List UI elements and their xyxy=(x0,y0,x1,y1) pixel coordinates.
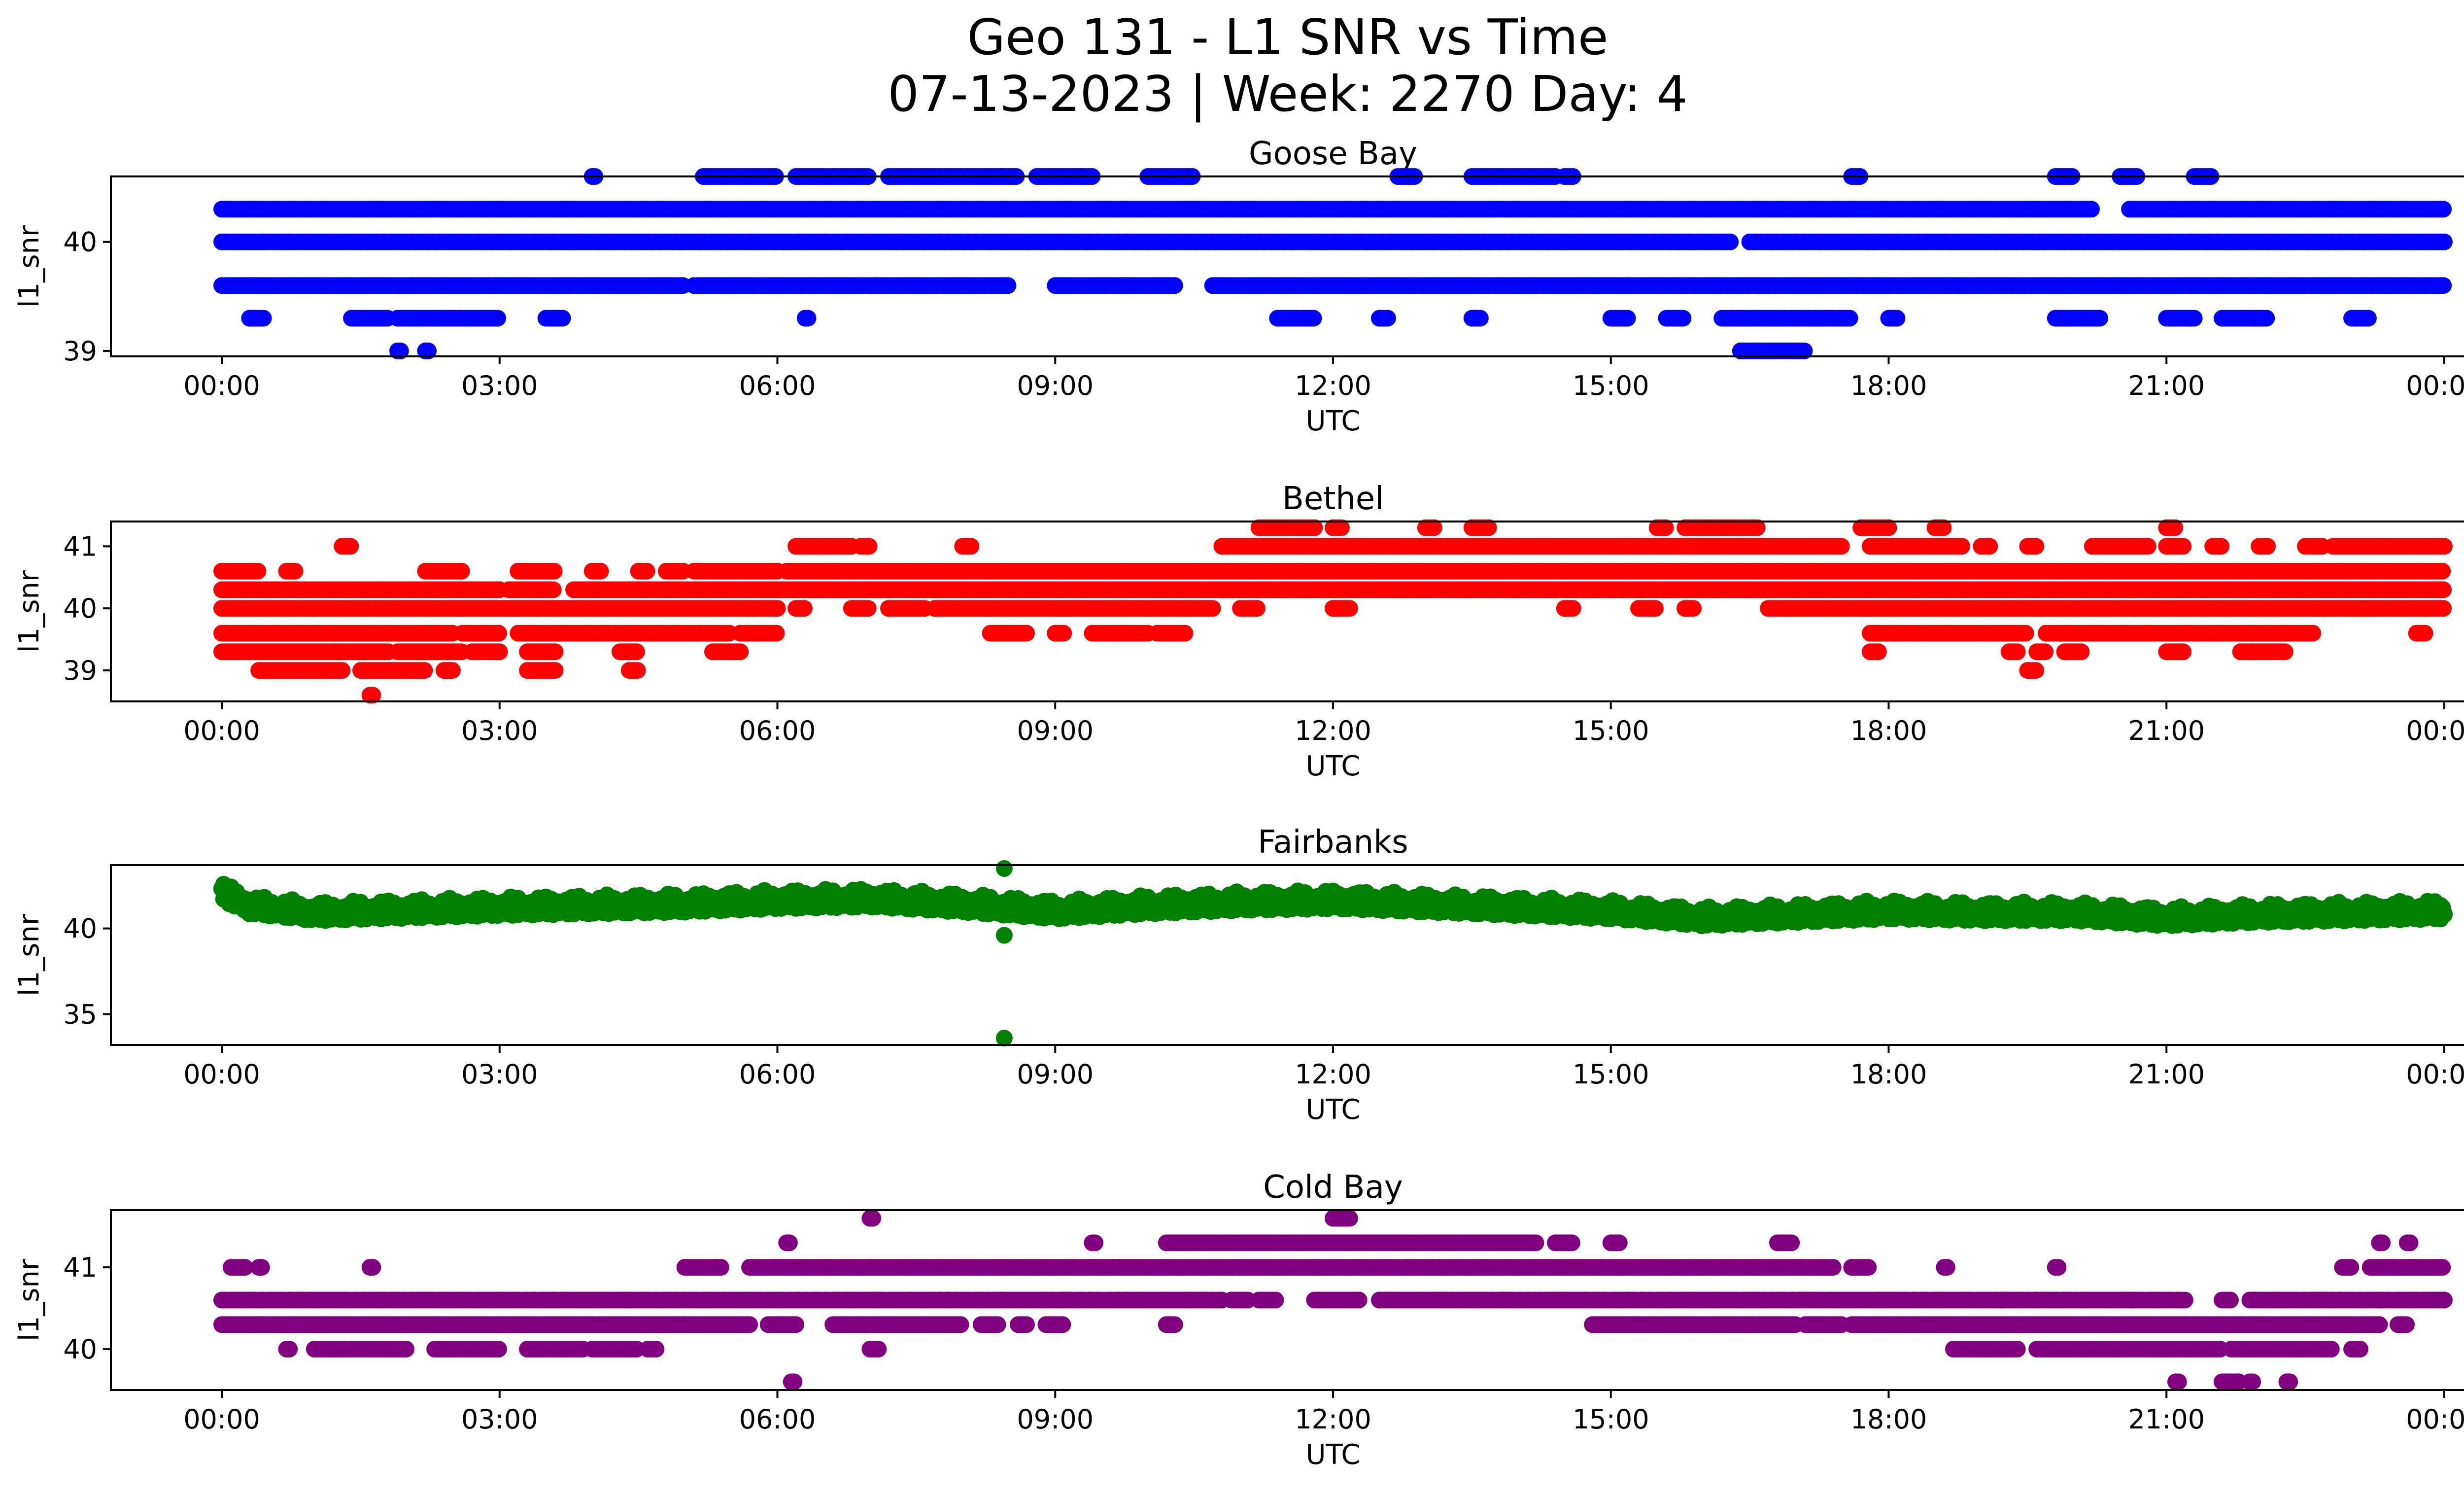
data-point xyxy=(1981,538,1998,555)
data-points xyxy=(213,519,2453,704)
x-tick-label: 03:00 xyxy=(461,370,538,401)
data-point xyxy=(638,562,655,580)
data-point xyxy=(1379,310,1396,327)
data-point xyxy=(342,538,359,555)
subplot-title: Bethel xyxy=(1282,481,1384,517)
y-tick-label: 39 xyxy=(63,336,97,367)
data-point xyxy=(2175,538,2192,555)
data-point xyxy=(1722,233,1739,250)
x-tick-label: 09:00 xyxy=(1017,370,1094,401)
data-point xyxy=(554,310,571,327)
subplot-title: Goose Bay xyxy=(1249,136,1417,172)
x-tick-label: 06:00 xyxy=(739,370,816,401)
data-point xyxy=(2435,581,2452,598)
x-tick-label: 00:00 xyxy=(2406,370,2464,401)
subplot-goose-bay: Goose Bay 39 40 00:00 03:00 06:00 09:00 12:00 15… xyxy=(13,136,2464,437)
data-point xyxy=(2434,562,2451,580)
data-point xyxy=(1833,538,1850,555)
data-point xyxy=(2259,538,2276,555)
data-point xyxy=(2091,310,2108,327)
data-point xyxy=(1675,310,1692,327)
x-tick-label: 00:00 xyxy=(183,370,260,401)
data-point xyxy=(489,310,506,327)
data-point xyxy=(2436,233,2453,250)
data-point xyxy=(1841,310,1858,327)
data-point xyxy=(796,600,813,617)
data-points xyxy=(213,168,2453,359)
data-point xyxy=(2186,310,2203,327)
data-point xyxy=(255,310,272,327)
data-point xyxy=(286,562,304,580)
data-point xyxy=(453,562,470,580)
data-point xyxy=(2360,310,2377,327)
data-point xyxy=(2027,538,2045,555)
data-point xyxy=(1953,538,1970,555)
data-point xyxy=(1888,310,1906,327)
data-point xyxy=(2435,277,2452,294)
x-tick-label: 15:00 xyxy=(1573,370,1649,401)
data-point xyxy=(859,600,877,617)
data-point xyxy=(249,562,267,580)
y-axis-label: l1_snr xyxy=(13,225,45,308)
figure-title-line2: 07-13-2023 | Week: 2270 Day: 4 xyxy=(888,65,1687,123)
data-point xyxy=(2213,538,2230,555)
data-point xyxy=(962,538,980,555)
data-point xyxy=(799,310,817,327)
data-point xyxy=(545,581,562,598)
data-point xyxy=(2258,310,2275,327)
data-point xyxy=(1472,310,1489,327)
data-point xyxy=(2436,538,2453,555)
data-point xyxy=(999,277,1017,294)
data-point xyxy=(1619,310,1636,327)
data-point xyxy=(592,562,609,580)
subplot-panels: Goose Bay 39 40 00:00 03:00 06:00 09:00 12:00 15… xyxy=(13,136,2464,1471)
figure-title-line1: Geo 131 - L1 SNR vs Time xyxy=(967,8,1608,66)
data-point xyxy=(769,600,786,617)
x-tick-label: 21:00 xyxy=(2128,370,2205,401)
data-point xyxy=(860,538,878,555)
data-point xyxy=(1305,310,1322,327)
data-point xyxy=(546,562,563,580)
x-tick-label: 18:00 xyxy=(1850,370,1927,401)
x-tick-label: 12:00 xyxy=(1295,370,1371,401)
x-axis-label: UTC xyxy=(1305,405,1360,437)
data-point xyxy=(2435,201,2452,218)
data-point xyxy=(2083,201,2100,218)
y-tick-label: 40 xyxy=(63,227,97,258)
data-point xyxy=(2139,538,2156,555)
data-point xyxy=(1166,277,1183,294)
